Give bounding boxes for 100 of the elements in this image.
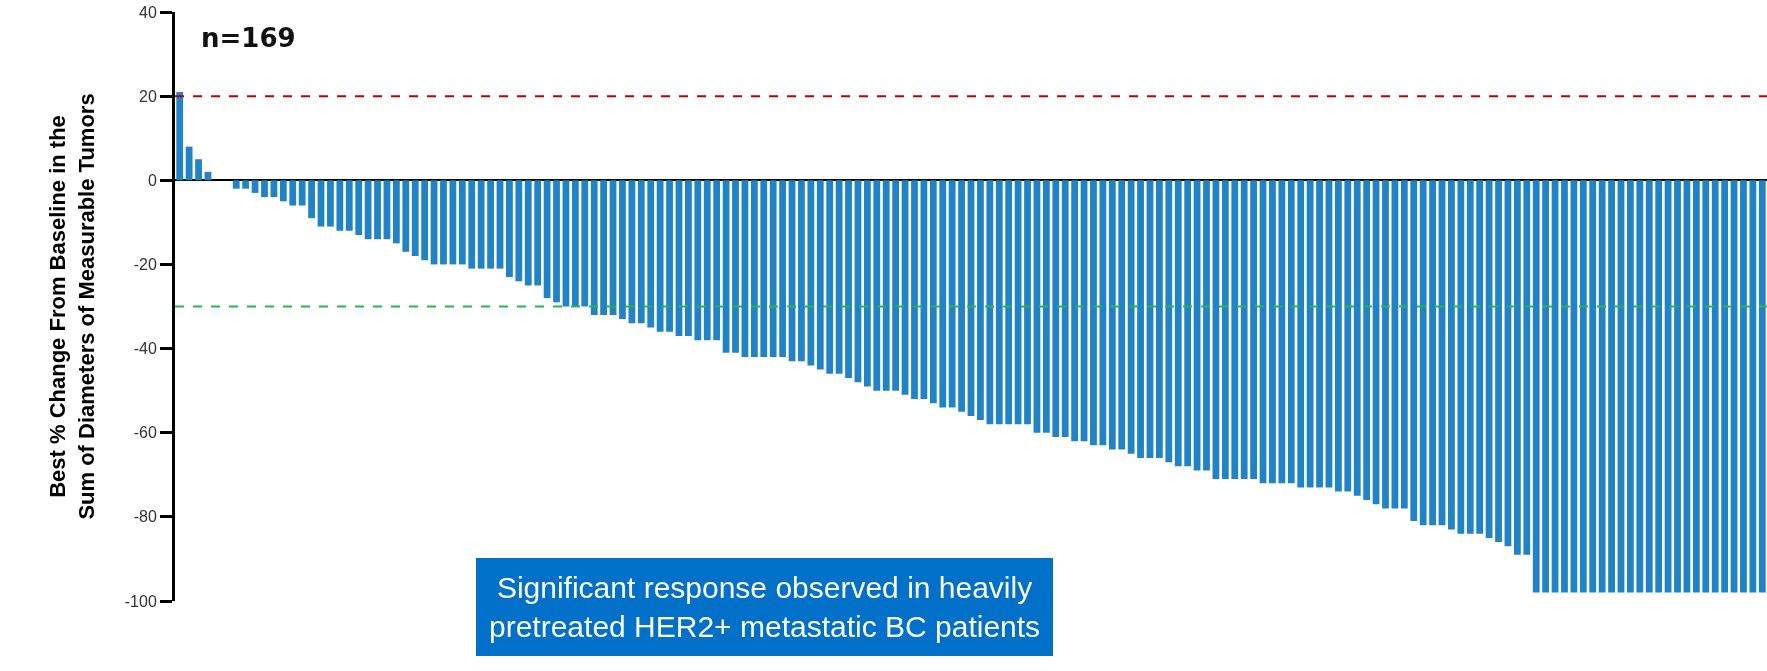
- bar: [694, 180, 702, 341]
- bar: [977, 180, 984, 421]
- bar: [1240, 180, 1248, 479]
- bar: [647, 180, 655, 328]
- bar: [750, 180, 758, 357]
- bar: [581, 180, 589, 307]
- bar: [929, 180, 937, 404]
- bar: [345, 180, 353, 231]
- bar: [468, 180, 476, 269]
- bar: [553, 180, 560, 303]
- bar: [873, 180, 881, 391]
- bar: [364, 180, 372, 240]
- bar: [176, 91, 184, 181]
- bar: [1231, 180, 1239, 479]
- bar: [1674, 180, 1681, 593]
- bar: [1749, 180, 1757, 593]
- bar: [845, 180, 852, 379]
- bar: [1071, 180, 1079, 442]
- bar: [948, 180, 956, 408]
- bar: [534, 180, 542, 286]
- bar: [600, 180, 608, 315]
- annotation: Significant response observed in heavily pretreated HER2+ metastatic BC patients: [489, 571, 1041, 643]
- bar: [1024, 180, 1031, 425]
- bar: [1363, 180, 1371, 501]
- bar: [995, 180, 1003, 425]
- bar: [1579, 180, 1587, 593]
- bar: [863, 180, 871, 387]
- bar: [392, 180, 400, 244]
- bar: [1344, 180, 1352, 492]
- bar: [421, 180, 429, 261]
- bar: [1457, 180, 1465, 534]
- bar: [769, 180, 777, 357]
- bar: [1156, 180, 1163, 458]
- bar: [958, 180, 965, 412]
- bar: [1221, 180, 1229, 479]
- bar: [590, 180, 598, 315]
- bar: [798, 180, 805, 362]
- bar: [911, 180, 918, 400]
- bar: [308, 180, 315, 219]
- bar: [1382, 180, 1389, 509]
- bar: [1476, 180, 1484, 534]
- bar: [1090, 180, 1097, 446]
- bar: [1410, 180, 1418, 522]
- bar: [1645, 180, 1653, 593]
- bar: [1269, 180, 1276, 484]
- bar: [807, 180, 815, 366]
- bar: [628, 180, 636, 324]
- bar: [506, 180, 513, 278]
- bar: [1495, 180, 1502, 543]
- bar: [1400, 180, 1408, 509]
- bar: [477, 180, 485, 269]
- bar: [685, 180, 692, 336]
- bar: [1627, 180, 1634, 593]
- bar: [1353, 180, 1361, 496]
- y-tick-label: -60: [133, 424, 157, 442]
- bar: [402, 180, 410, 252]
- bar: [1306, 180, 1314, 488]
- bar: [1278, 180, 1286, 484]
- bar: [1250, 180, 1257, 479]
- y-tick-label: -40: [133, 340, 157, 358]
- bar: [411, 180, 419, 257]
- bar: [1184, 180, 1192, 467]
- bar: [1448, 180, 1455, 530]
- bar: [195, 159, 202, 181]
- bar: [1702, 180, 1710, 593]
- bar: [816, 180, 824, 370]
- bar: [826, 180, 834, 374]
- bar: [1466, 180, 1474, 534]
- y-tick-label: 40: [139, 3, 157, 21]
- bar: [251, 180, 259, 193]
- bar: [713, 180, 721, 341]
- bar: [524, 180, 532, 286]
- bar: [882, 180, 890, 391]
- bar: [1655, 180, 1663, 593]
- bar: [440, 180, 447, 265]
- bar: [279, 180, 287, 202]
- bar: [1429, 180, 1436, 526]
- bar: [336, 180, 344, 231]
- bar: [1542, 180, 1550, 593]
- bar: [1316, 180, 1323, 488]
- bar: [703, 180, 711, 341]
- bar: [1758, 180, 1766, 593]
- bar: [1561, 180, 1568, 593]
- bar: [1636, 180, 1644, 593]
- bar: [1297, 180, 1305, 488]
- bar: [571, 180, 579, 307]
- bar: [656, 180, 664, 332]
- bar: [458, 180, 466, 265]
- bar: [1042, 180, 1050, 433]
- annotation: n=169: [201, 23, 296, 53]
- bar: [242, 180, 250, 189]
- bar: [986, 180, 994, 425]
- bar: [1532, 180, 1540, 593]
- bar: [760, 180, 768, 357]
- bar: [327, 180, 334, 227]
- bar: [1608, 180, 1615, 593]
- bar: [232, 180, 240, 189]
- y-tick-label: -100: [124, 592, 157, 610]
- y-tick-label: 20: [139, 87, 157, 105]
- bar: [732, 180, 739, 353]
